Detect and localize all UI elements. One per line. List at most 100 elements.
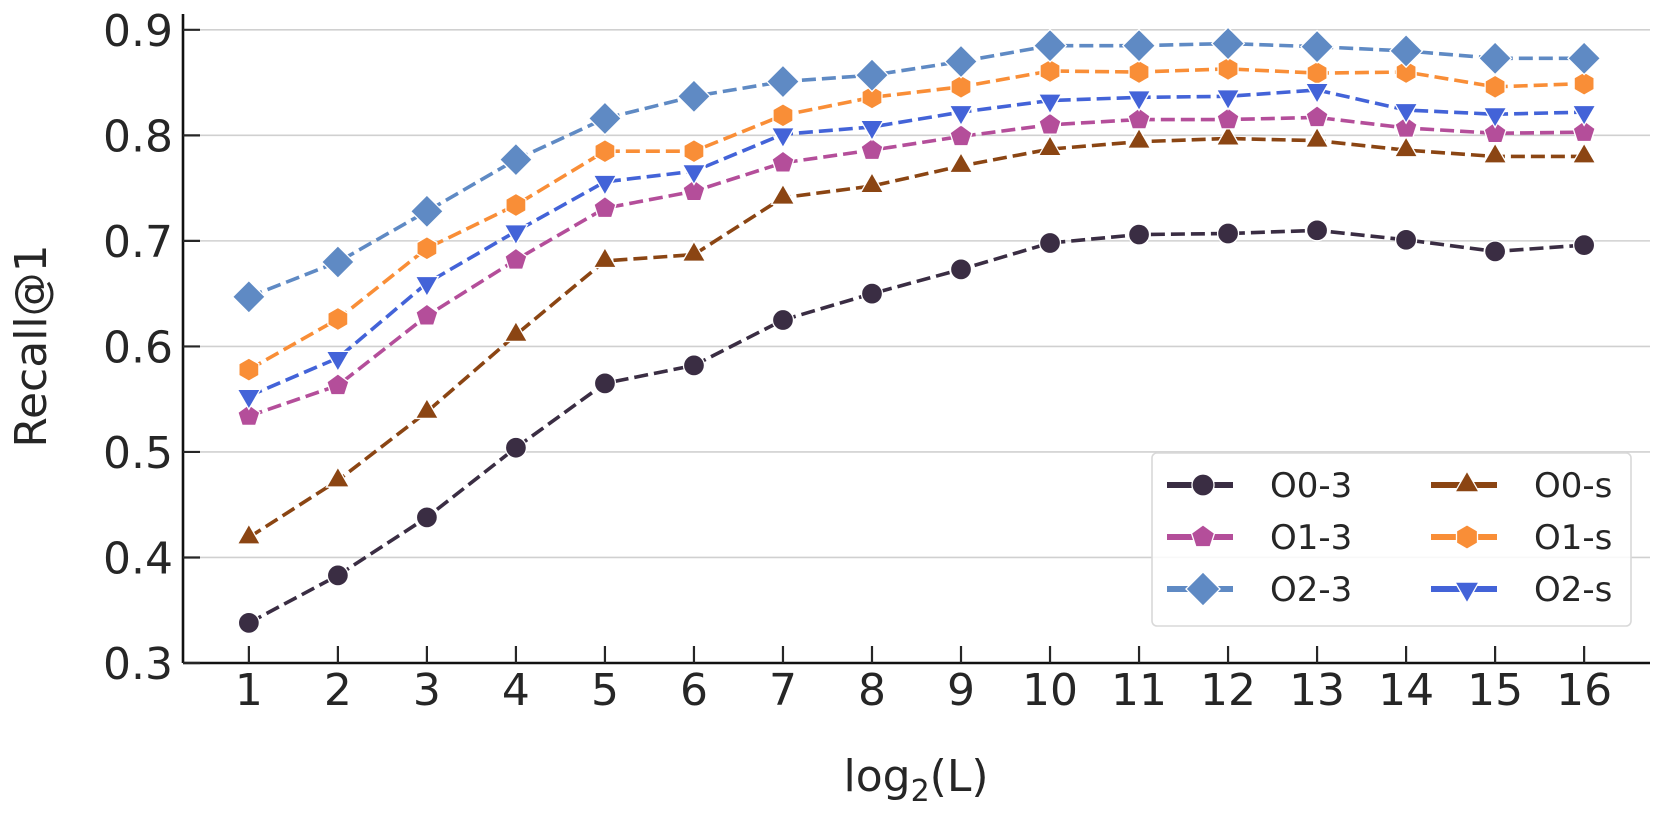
legend-label: O2-s — [1534, 570, 1612, 610]
data-point-O0-s-x11 — [1126, 127, 1152, 149]
data-point-O1-s-x16 — [1573, 71, 1595, 96]
legend-item-O0-s: O0-s — [1431, 466, 1612, 506]
x-axis-label: log2(L) — [843, 751, 988, 809]
data-point-O1-s-x3 — [416, 235, 438, 261]
legend-label: O1-s — [1534, 518, 1612, 558]
data-point-O0-s-x12 — [1215, 123, 1241, 146]
data-point-O2-3-x10 — [1032, 28, 1068, 63]
data-point-O0-s-x10 — [1037, 134, 1063, 157]
x-tick-label: 2 — [324, 665, 352, 716]
data-point-O0-3-x7 — [771, 308, 795, 332]
data-point-O1-3-x8 — [860, 137, 884, 161]
series-O2-3 — [231, 26, 1602, 314]
series-O1-3 — [237, 105, 1596, 427]
series-line-O2-s — [248, 88, 1585, 398]
data-point-O1-s-x6 — [683, 138, 705, 164]
y-ticks: 0.3 0.4 0.5 0.6 0.7 0.8 0.9 — [103, 6, 200, 690]
legend-item-O1-s: O1-s — [1431, 518, 1612, 558]
legend-marker-hexagon-icon — [1455, 524, 1479, 550]
data-point-O0-3-x14 — [1394, 228, 1418, 251]
legend-marker-pentagon-icon — [1190, 524, 1216, 548]
data-point-O0-s-x3 — [414, 397, 440, 420]
legend-label: O0-s — [1534, 466, 1612, 506]
data-point-O1-3-x6 — [682, 178, 706, 202]
data-point-O2-s-x5 — [592, 174, 618, 197]
legend-marker-triangle-down-icon — [1453, 581, 1481, 605]
data-point-O1-s-x14 — [1395, 59, 1417, 85]
data-point-O1-3-x3 — [415, 303, 439, 326]
data-point-O0-s-x2 — [325, 465, 351, 488]
data-point-O1-s-x13 — [1306, 60, 1328, 86]
data-point-O1-3-x2 — [326, 373, 350, 396]
legend-item-O1-3: O1-3 — [1167, 518, 1352, 558]
data-point-O2-3-x5 — [587, 101, 623, 136]
series-line-O2-3 — [248, 41, 1585, 299]
data-point-O0-3-x9 — [949, 258, 973, 281]
data-point-O0-s-x14 — [1393, 135, 1419, 158]
data-point-O2-s-x3 — [414, 275, 440, 298]
data-point-O0-s-x7 — [770, 183, 796, 205]
data-point-O2-3-x9 — [943, 44, 979, 79]
y-tick-label: 0.3 — [103, 639, 173, 690]
data-point-O2-3-x11 — [1121, 28, 1157, 63]
x-ticks: 1 2 3 4 5 6 7 8 9 10 11 12 13 14 15 16 — [235, 646, 1612, 716]
x-axis-label-rest: (L) — [930, 751, 989, 802]
legend-marker-circle-icon — [1191, 473, 1215, 497]
data-point-O0-s-x16 — [1571, 141, 1597, 164]
y-tick-label: 0.5 — [103, 428, 173, 479]
data-point-O2-s-x4 — [503, 224, 529, 246]
data-point-O1-s-x9 — [950, 74, 972, 100]
data-point-O2-s-x11 — [1126, 90, 1152, 112]
data-point-O0-s-x1 — [236, 522, 262, 545]
data-point-O1-s-x11 — [1128, 59, 1150, 85]
data-point-O1-s-x12 — [1217, 56, 1239, 82]
x-tick-label: 10 — [1022, 665, 1078, 716]
data-point-O0-3-x8 — [860, 282, 884, 305]
data-point-O0-s-x8 — [859, 171, 885, 194]
series-line-O1-s — [247, 67, 1585, 372]
data-point-O1-s-x7 — [772, 103, 794, 128]
x-tick-label: 14 — [1378, 665, 1434, 716]
y-tick-label: 0.7 — [103, 217, 173, 268]
data-point-O0-3-x4 — [504, 436, 528, 459]
data-point-O2-3-x8 — [854, 58, 890, 93]
data-point-O0-3-x1 — [237, 611, 261, 635]
series-layer — [231, 26, 1602, 635]
x-tick-label: 9 — [947, 665, 975, 716]
data-point-O2-3-x6 — [676, 79, 712, 114]
data-point-O1-3-x16 — [1572, 119, 1596, 143]
series-line-O0-s — [247, 136, 1585, 539]
series-line-O1-3 — [248, 115, 1585, 418]
data-point-O0-s-x5 — [592, 246, 618, 269]
data-point-O0-s-x15 — [1482, 141, 1508, 164]
data-point-O0-s-x4 — [503, 320, 529, 343]
data-point-O2-3-x3 — [409, 194, 445, 229]
x-tick-label: 15 — [1467, 665, 1523, 716]
x-tick-label: 12 — [1200, 665, 1256, 716]
data-point-O1-3-x14 — [1394, 115, 1418, 138]
data-point-O2-s-x8 — [859, 119, 885, 142]
data-point-O1-3-x5 — [593, 195, 617, 219]
data-point-O1-s-x10 — [1039, 58, 1061, 84]
data-point-O2-s-x1 — [236, 388, 262, 411]
data-point-O2-s-x2 — [325, 350, 351, 373]
data-point-O1-s-x2 — [327, 306, 349, 332]
data-point-O0-3-x10 — [1038, 231, 1062, 255]
data-point-O0-3-x15 — [1483, 240, 1507, 263]
legend-item-O2-3: O2-3 — [1167, 570, 1352, 610]
x-tick-label: 6 — [680, 665, 708, 716]
legend-item-O0-3: O0-3 — [1167, 466, 1352, 506]
data-point-O2-3-x16 — [1566, 41, 1602, 76]
data-point-O2-3-x15 — [1477, 41, 1513, 76]
x-tick-label: 5 — [591, 665, 619, 716]
x-tick-label: 13 — [1289, 665, 1345, 716]
data-point-O1-3-x12 — [1216, 107, 1240, 130]
data-point-O0-3-x2 — [326, 564, 350, 587]
y-tick-label: 0.8 — [103, 111, 173, 162]
y-axis-label: Recall@1 — [6, 244, 57, 447]
data-point-O1-3-x11 — [1127, 107, 1151, 130]
x-tick-label: 7 — [769, 665, 797, 716]
data-point-O0-s-x6 — [681, 240, 707, 262]
data-point-O2-3-x7 — [765, 64, 801, 99]
